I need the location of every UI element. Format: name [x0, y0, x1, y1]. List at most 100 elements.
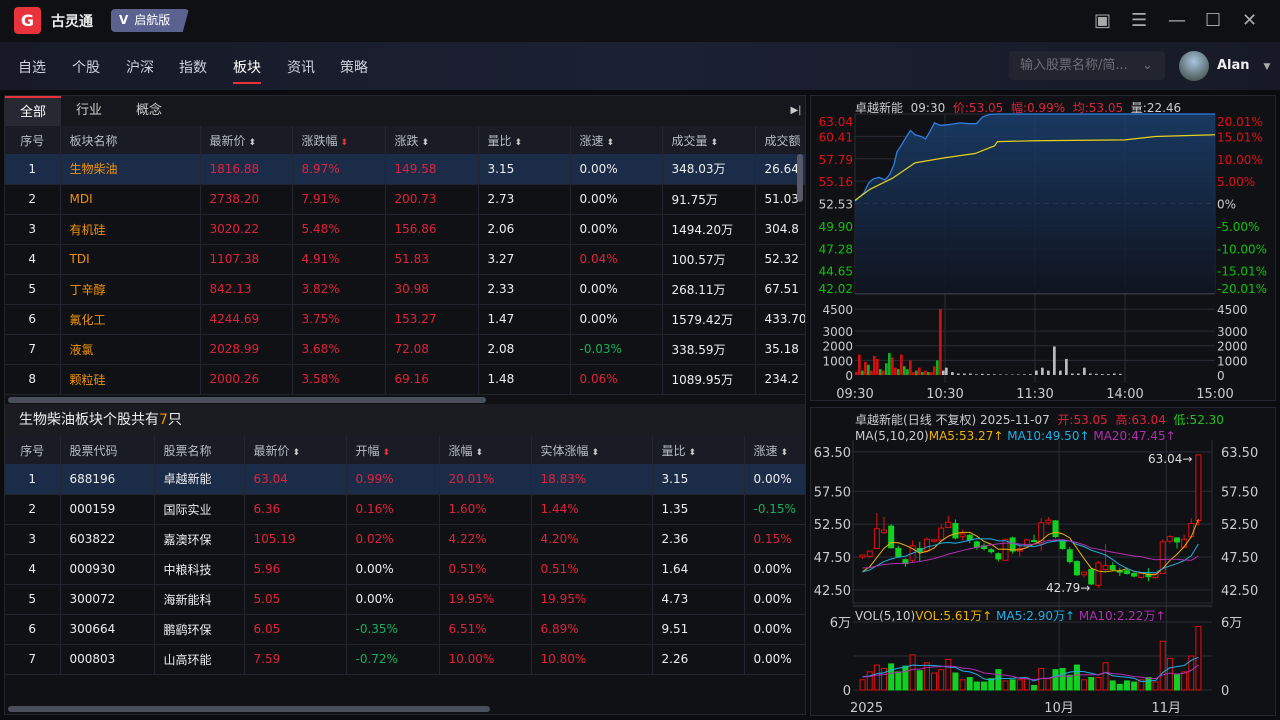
- table-cell: 有机硅: [60, 214, 201, 245]
- table-row[interactable]: 2 MDI 2738.20 7.91% 200.73 2.73 0.00% 91.75万 51.…: [5, 184, 806, 215]
- horizontal-scrollbar-stocks[interactable]: [8, 706, 490, 712]
- table-row[interactable]: 1 688196 卓越新能 63.04 0.99% 20.01% 18.83% 3.15 0.0…: [5, 464, 806, 495]
- column-header[interactable]: 股票代码: [60, 436, 155, 464]
- table-cell: 1089.95万: [662, 364, 756, 395]
- nav-strategy[interactable]: 策略: [340, 60, 368, 76]
- column-header[interactable]: 涨速 ⬍: [570, 126, 663, 154]
- column-header[interactable]: 量比 ⬍: [652, 436, 745, 464]
- x-tick-label: 09:30: [836, 387, 873, 400]
- daily-kline-chart[interactable]: 63.50 63.50 57.50 57.50 52.50 52.50 47.50 47.50…: [810, 440, 1276, 715]
- sort-icon[interactable]: ⬍: [382, 447, 391, 458]
- ma-legend: MA(5,10,20)MA5:53.27↑ MA10:49.50↑ MA20:4…: [855, 429, 1176, 443]
- volume-tick-label: 4500: [1217, 303, 1248, 317]
- tab-concept[interactable]: 概念: [135, 103, 162, 118]
- column-header[interactable]: 最新价 ⬍: [244, 436, 347, 464]
- column-header[interactable]: 股票名称: [154, 436, 245, 464]
- volume-tick-label: 2000: [1217, 340, 1248, 354]
- table-row[interactable]: 7 000803 山高环能 7.59 -0.72% 10.00% 10.80% 2.26 0.0…: [5, 644, 806, 675]
- close-icon[interactable]: ✕: [1242, 10, 1258, 31]
- table-row[interactable]: 4 TDI 1107.38 4.91% 51.83 3.27 0.04% 100.57万 52.…: [5, 244, 806, 275]
- search-input[interactable]: 输入股票名称/简... ⌄: [1009, 51, 1165, 80]
- sort-icon[interactable]: ⬍: [688, 447, 697, 458]
- volume-bar: [987, 374, 990, 375]
- vertical-scrollbar[interactable]: [797, 154, 803, 202]
- table-row[interactable]: 3 有机硅 3020.22 5.48% 156.86 2.06 0.00% 1494.20万 3…: [5, 214, 806, 245]
- column-header[interactable]: 成交量 ⬍: [662, 126, 756, 154]
- column-header[interactable]: 实体涨幅 ⬍: [531, 436, 653, 464]
- horizontal-scrollbar[interactable]: [8, 397, 486, 403]
- tab-industry[interactable]: 行业: [75, 103, 102, 118]
- candle: [888, 525, 895, 549]
- caret-down-icon: ▼: [1263, 62, 1271, 72]
- sort-icon[interactable]: ⬍: [591, 447, 600, 458]
- table-cell: 1.47: [478, 304, 571, 335]
- table-cell: 0.00%: [570, 274, 663, 305]
- user-name[interactable]: Alan ▼: [1217, 58, 1271, 73]
- volume-tick-label: 6万: [1221, 616, 1242, 631]
- sort-icon[interactable]: ⬍: [475, 447, 484, 458]
- volume-bar: [903, 366, 906, 375]
- sort-icon[interactable]: ⬍: [606, 137, 615, 148]
- table-row[interactable]: 3 603822 嘉澳环保 105.19 0.02% 4.22% 4.20% 2.36 0.15…: [5, 524, 806, 555]
- column-header[interactable]: 成交额⬍: [755, 126, 806, 154]
- column-header[interactable]: 涨跌幅 ⬍: [292, 126, 386, 154]
- table-cell: 35.18: [755, 334, 806, 365]
- column-header[interactable]: 涨速 ⬍: [744, 436, 806, 464]
- pct-tick-label: 10.00%: [1217, 153, 1263, 167]
- nav-news[interactable]: 资讯: [287, 60, 315, 76]
- minimize-icon[interactable]: —: [1168, 10, 1186, 31]
- sort-icon[interactable]: ⬍: [514, 137, 523, 148]
- avatar[interactable]: [1179, 51, 1209, 81]
- expand-right-icon[interactable]: ▶|: [790, 105, 802, 116]
- table-row[interactable]: 8 颗粒硅 2000.26 3.58% 69.16 1.48 0.06% 1089.95万 23…: [5, 364, 806, 395]
- sort-icon[interactable]: ⬍: [292, 447, 301, 458]
- table-cell: 10.80%: [531, 644, 653, 675]
- y-tick-label: 47.28: [819, 242, 853, 256]
- sort-icon[interactable]: ⬍: [710, 137, 719, 148]
- edition-badge[interactable]: V 启航版: [111, 9, 189, 32]
- volume-bar: [959, 679, 966, 691]
- tab-all[interactable]: 全部: [5, 96, 61, 126]
- nav-sector[interactable]: 板块: [233, 57, 261, 84]
- column-header[interactable]: 序号: [5, 126, 61, 154]
- column-header[interactable]: 最新价 ⬍: [200, 126, 293, 154]
- table-row[interactable]: 4 000930 中粮科技 5.96 0.00% 0.51% 0.51% 1.64 0.00%: [5, 554, 806, 585]
- volume-bar: [870, 370, 873, 375]
- maximize-icon[interactable]: ☐: [1205, 10, 1222, 31]
- sort-icon[interactable]: ⬍: [804, 138, 805, 148]
- intraday-chart[interactable]: 63.04 20.01% 60.41 15.01% 57.79 10.00% 55.16 5.…: [810, 110, 1276, 400]
- table-row[interactable]: 5 300072 海新能科 5.05 0.00% 19.95% 19.95% 4.73 0.00…: [5, 584, 806, 615]
- table-row[interactable]: 2 000159 国际实业 6.36 0.16% 1.60% 1.44% 1.35 -0.15%: [5, 494, 806, 525]
- table-cell: 2: [5, 184, 61, 215]
- sort-icon[interactable]: ⬍: [780, 447, 789, 458]
- nav-shsz[interactable]: 沪深: [126, 60, 154, 76]
- table-cell: 72.08: [385, 334, 479, 365]
- table-cell: 4.22%: [439, 524, 532, 555]
- column-header[interactable]: 量比 ⬍: [478, 126, 571, 154]
- column-header[interactable]: 涨跌 ⬍: [385, 126, 479, 154]
- nav-index[interactable]: 指数: [179, 60, 207, 76]
- nav-watchlist[interactable]: 自选: [18, 60, 46, 76]
- column-header[interactable]: 开幅 ⬍: [346, 436, 440, 464]
- table-row[interactable]: 6 氟化工 4244.69 3.75% 153.27 1.47 0.00% 1579.42万 4…: [5, 304, 806, 335]
- volume-bar: [1002, 680, 1009, 691]
- table-cell: 000930: [60, 554, 155, 585]
- sort-icon[interactable]: ⬍: [340, 137, 349, 148]
- screen-icon[interactable]: ▣: [1094, 10, 1112, 31]
- y-tick-label: 63.50: [814, 446, 851, 461]
- table-row[interactable]: 6 300664 鹏鹞环保 6.05 -0.35% 6.51% 6.89% 9.51 0.00%: [5, 614, 806, 645]
- table-row[interactable]: 1 生物柴油 1816.88 8.97% 149.58 3.15 0.00% 348.03万 2…: [5, 154, 806, 185]
- nav-stock[interactable]: 个股: [72, 60, 100, 76]
- column-header[interactable]: 序号: [5, 436, 61, 464]
- menu-icon[interactable]: ☰: [1131, 10, 1148, 31]
- sort-icon[interactable]: ⬍: [421, 137, 430, 148]
- column-header[interactable]: 涨幅 ⬍: [439, 436, 532, 464]
- table-cell: -0.35%: [346, 614, 440, 645]
- table-cell: 51.83: [385, 244, 479, 275]
- table-row[interactable]: 7 液氯 2028.99 3.68% 72.08 2.08 -0.03% 338.59万 35.…: [5, 334, 806, 365]
- table-cell: 153.27: [385, 304, 479, 335]
- sort-icon[interactable]: ⬍: [248, 137, 257, 148]
- table-cell: 5.96: [244, 554, 347, 585]
- table-row[interactable]: 5 丁辛醇 842.13 3.82% 30.98 2.33 0.00% 268.11万 67.5…: [5, 274, 806, 305]
- column-header[interactable]: 板块名称: [60, 126, 201, 154]
